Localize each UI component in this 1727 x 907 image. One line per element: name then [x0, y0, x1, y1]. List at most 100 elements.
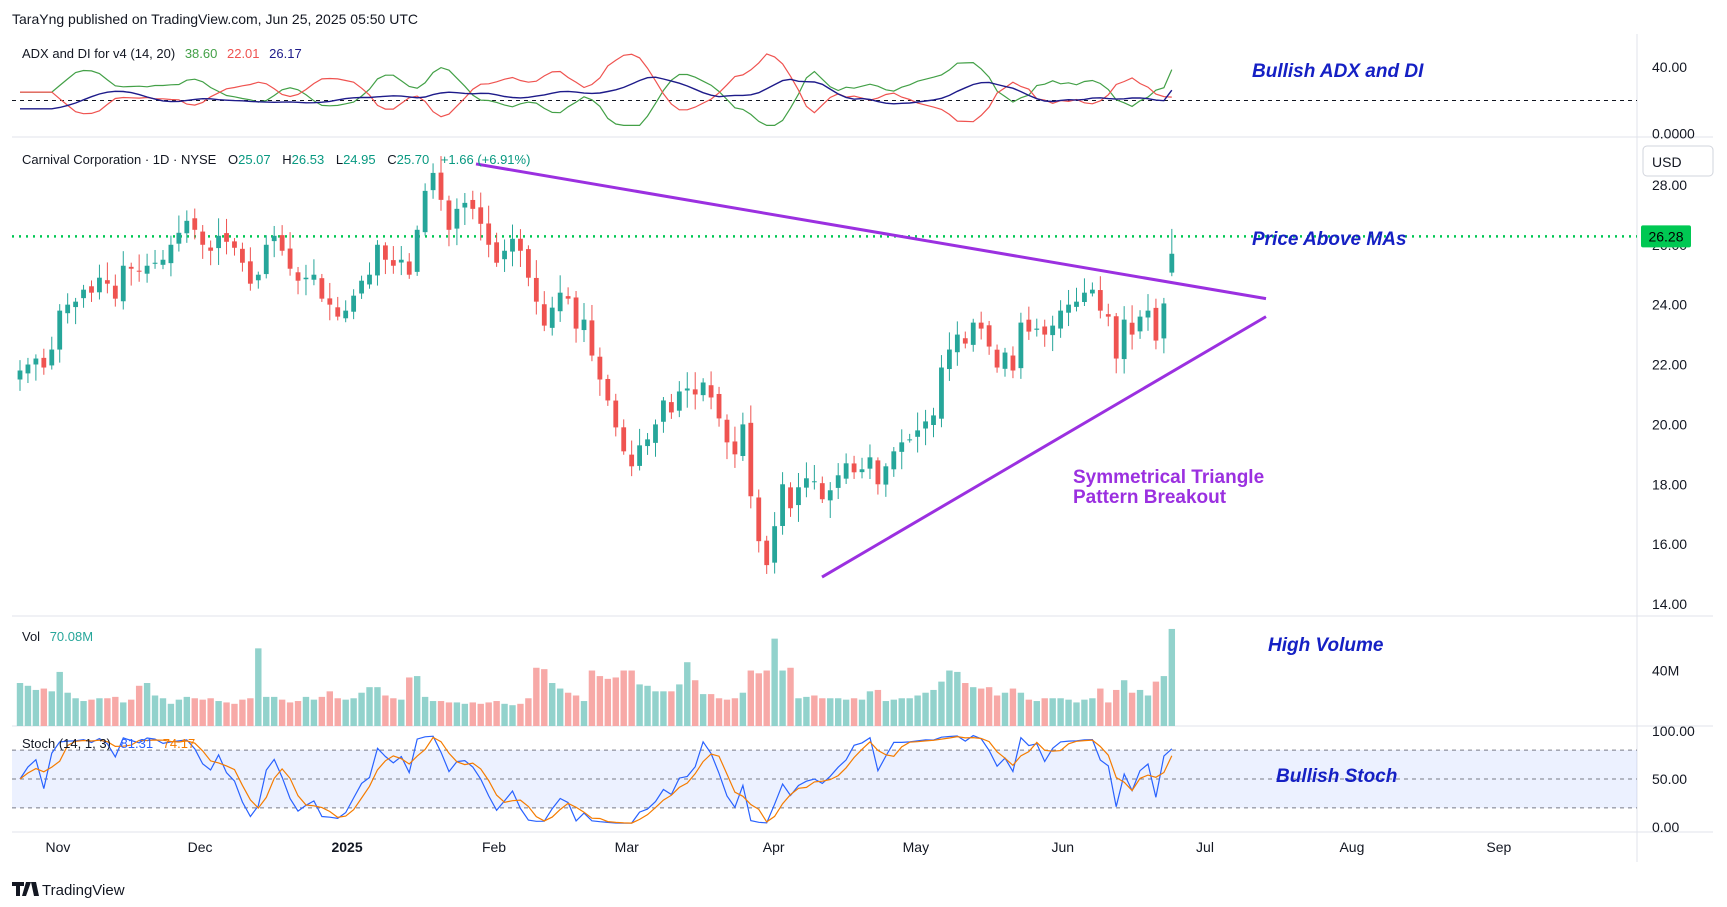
volume-bar — [366, 687, 373, 726]
candle-body — [1074, 301, 1079, 307]
candle-body — [343, 310, 349, 319]
candle — [486, 205, 492, 258]
candle-body — [446, 200, 452, 230]
price-tick-label: 24.00 — [1652, 297, 1687, 313]
last-price-badge — [1641, 225, 1691, 248]
candle-body — [303, 277, 309, 280]
candle-body — [97, 277, 102, 293]
high-value: 26.53 — [292, 152, 325, 167]
adx-di-pane[interactable]: 40.00 0.0000 — [12, 53, 1695, 142]
currency-badge[interactable] — [1642, 145, 1714, 177]
volume-bar — [16, 683, 24, 726]
price-tick-label: 18.00 — [1652, 476, 1687, 492]
volume-bar — [199, 699, 206, 726]
candle — [136, 254, 142, 282]
candle-body — [804, 478, 809, 488]
volume-pane[interactable]: 40M — [16, 628, 1679, 726]
change-value: +1.66 (+6.91%) — [441, 152, 531, 167]
volume-bar — [159, 698, 167, 726]
candle — [772, 512, 778, 574]
candle — [470, 190, 476, 220]
candle — [621, 419, 627, 455]
volume-bar — [120, 702, 127, 726]
adx-tick-label: 40.00 — [1652, 59, 1687, 75]
candle — [200, 225, 206, 259]
volume-bar — [318, 696, 326, 726]
volume-bar — [970, 687, 977, 726]
candle-body — [287, 248, 293, 269]
candle — [835, 463, 841, 499]
last-price-label: 26.28 — [1648, 228, 1683, 244]
time-axis[interactable]: Nov Dec 2025 Feb Mar Apr May Jun Jul Aug Sep — [45, 839, 1511, 855]
candle — [1129, 305, 1135, 350]
volume-bar — [612, 677, 619, 726]
volume-bar — [827, 698, 834, 726]
candle — [811, 464, 817, 490]
candle-body — [811, 481, 817, 483]
candle-body — [931, 415, 936, 426]
candle-body — [25, 364, 31, 374]
volume-bar — [191, 698, 198, 726]
volume-bar — [406, 677, 413, 726]
candle-body — [764, 540, 770, 566]
candle-body — [645, 439, 650, 447]
currency-label: USD — [1652, 154, 1682, 170]
volume-bar — [962, 683, 969, 726]
candle-body — [17, 370, 23, 380]
volume-bar — [509, 705, 516, 726]
candle — [1010, 346, 1016, 379]
candles — [17, 156, 1175, 574]
candle — [33, 354, 39, 381]
price-tick-label: 16.00 — [1652, 536, 1687, 552]
candle-body — [827, 490, 833, 501]
volume-bar — [32, 689, 40, 726]
candle — [661, 397, 666, 433]
volume-bar — [715, 698, 723, 726]
candle-body — [502, 250, 507, 260]
candle-body — [939, 367, 944, 419]
volume-bar — [636, 684, 643, 726]
candle-body — [390, 260, 396, 266]
volume-bar — [779, 670, 786, 726]
volume-bar — [525, 698, 532, 726]
candle-body — [1137, 316, 1143, 332]
volume-bar — [151, 695, 159, 726]
candle-body — [1153, 307, 1159, 341]
candle — [748, 405, 754, 509]
candle — [931, 407, 936, 438]
candle-body — [295, 272, 301, 281]
candle — [716, 386, 722, 427]
volume-bar — [1113, 689, 1120, 726]
candle — [804, 462, 809, 498]
volume-bar — [747, 670, 755, 726]
tradingview-logo[interactable]: TradingView — [12, 882, 125, 899]
candle-body — [891, 451, 897, 470]
candle-body — [255, 274, 261, 281]
volume-bar — [699, 694, 707, 726]
candle — [970, 318, 976, 352]
candle — [581, 303, 587, 343]
candle-body — [136, 270, 142, 272]
volume-bar — [390, 698, 397, 726]
candle-body — [152, 262, 158, 264]
low-value: 24.95 — [343, 152, 376, 167]
candle-body — [112, 285, 118, 299]
stoch-tick-label: 100.00 — [1652, 723, 1695, 739]
candle — [184, 210, 190, 243]
candle — [740, 412, 746, 461]
volume-bar — [668, 691, 675, 726]
candle-body — [240, 248, 245, 263]
candle-body — [637, 445, 642, 466]
candle — [176, 215, 182, 252]
candle-body — [263, 244, 269, 275]
volume-bar — [445, 702, 453, 726]
stochastic-pane[interactable]: 100.00 50.00 0.00 — [12, 723, 1695, 835]
price-pane[interactable]: 28.0026.0024.0022.0020.0018.0016.0014.00… — [12, 156, 1691, 612]
candle-body — [430, 172, 436, 191]
volume-legend: Vol 70.08M — [22, 629, 93, 644]
candle-body — [351, 295, 357, 312]
candle — [446, 195, 452, 247]
candle — [240, 242, 245, 272]
volume-bar — [421, 696, 429, 726]
